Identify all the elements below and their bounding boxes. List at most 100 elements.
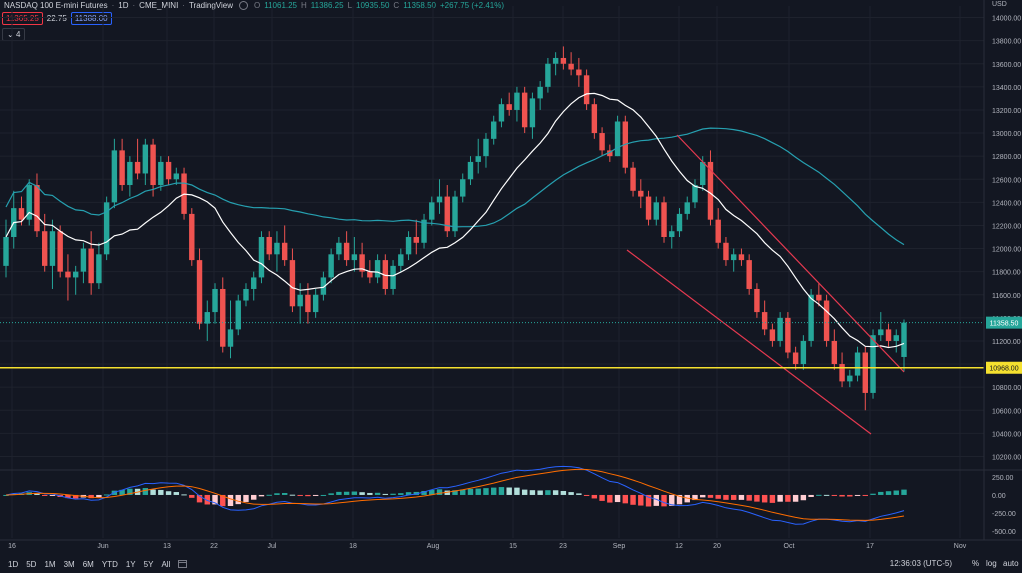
candle-body [521, 92, 528, 128]
currency-label[interactable]: USD [992, 1, 1007, 8]
macd-hist-bar [506, 487, 512, 495]
macd-hist-bar [854, 494, 861, 496]
macd-hist-bar [251, 494, 257, 500]
price-tick-label: 12400.00 [992, 200, 1021, 207]
macd-hist-bar [521, 489, 528, 495]
candle-body [754, 288, 760, 313]
candle-body [862, 352, 869, 393]
candle-body [243, 288, 249, 301]
macd-hist-bar [41, 494, 48, 496]
macd-hist-bar [684, 494, 690, 503]
macd-hist-bar [111, 490, 118, 495]
macd-hist-bar [258, 494, 265, 497]
candle-body [800, 340, 807, 365]
macd-hist-bar [413, 491, 420, 495]
candle-body [429, 202, 435, 220]
candle-body [88, 248, 94, 284]
macd-hist-bar [831, 494, 838, 496]
timeframe-1d[interactable]: 1D [8, 560, 19, 569]
macd-hist-bar [885, 491, 892, 495]
candle-body [18, 208, 25, 220]
calendar-icon[interactable] [178, 559, 188, 570]
interval-label[interactable]: 1D [118, 1, 129, 10]
timeframe-5y[interactable]: 5Y [143, 560, 154, 569]
time-tick-label: 15 [509, 543, 517, 550]
macd-hist-bar [398, 493, 404, 495]
macd-tick-label: -250.00 [992, 511, 1016, 518]
macd-hist-bar [638, 494, 644, 506]
candle-body [359, 254, 365, 272]
symbol-title[interactable]: NASDAQ 100 E-mini Futures [4, 1, 108, 10]
macd-hist-bar [343, 491, 350, 495]
timeframe-all[interactable]: All [161, 560, 171, 569]
candle-body [343, 242, 350, 261]
candle-body [220, 288, 226, 347]
macd-hist-bar [274, 493, 280, 495]
macd-hist-bar [591, 494, 598, 499]
timeframe-6m[interactable]: 6M [82, 560, 94, 569]
timeframe-1y[interactable]: 1Y [125, 560, 136, 569]
candle-body [96, 254, 102, 284]
macd-hist-bar [243, 494, 249, 502]
candle-body [831, 340, 838, 365]
candle-body [669, 231, 675, 237]
candle-body [165, 161, 172, 180]
candle-body [374, 260, 381, 278]
price-tick-label: 12800.00 [992, 154, 1021, 161]
timeframe-5d[interactable]: 5D [26, 560, 37, 569]
timeframe-3m[interactable]: 3M [63, 560, 75, 569]
macd-hist-bar [390, 493, 396, 495]
macd-hist-bar [490, 487, 497, 495]
log-toggle[interactable]: log [986, 559, 997, 568]
clock-label[interactable]: 12:36:03 (UTC-5) [889, 559, 952, 568]
macd-hist-bar [800, 494, 807, 501]
macd-hist-bar [715, 494, 721, 499]
ma-fast-line [5, 92, 905, 349]
macd-hist-bar [173, 492, 180, 495]
candle-body [281, 242, 288, 261]
buy-button[interactable]: 11388.00 [70, 12, 112, 25]
timeframe-ytd[interactable]: YTD [101, 560, 118, 569]
candle-body [49, 231, 56, 266]
macd-hist-bar [661, 494, 667, 507]
percent-toggle[interactable]: % [972, 559, 980, 568]
price-tick-label: 13600.00 [992, 62, 1021, 69]
sell-button[interactable]: 11365.25 [2, 12, 43, 25]
candle-body [475, 156, 481, 162]
candle-body [854, 352, 861, 376]
hline-price-label: 10968.00 [989, 366, 1018, 373]
timeframe-1m[interactable]: 1M [44, 560, 56, 569]
candle-body [893, 335, 899, 341]
candle-body [529, 98, 536, 128]
candle-body [173, 173, 180, 180]
candle-body [607, 150, 613, 157]
macd-hist-bar [630, 494, 636, 505]
price-chart[interactable]: 250.00 0.00 -250.00 -500.00 14000.00 13800.0… [0, 0, 1022, 556]
low-key: L [347, 1, 353, 10]
candle-body [684, 202, 690, 214]
macd-hist-bar [34, 493, 40, 495]
candle-body [452, 196, 458, 232]
candle-body [653, 202, 659, 220]
macd-hist-bar [730, 494, 737, 500]
chevron-down-icon: ⌄ [7, 30, 14, 39]
candle-body [41, 231, 48, 266]
bottom-toolbar: 1D 5D 1M 3M 6M YTD 1Y 5Y All [0, 556, 1022, 573]
candle-body [367, 271, 373, 278]
price-tick-label: 11600.00 [992, 293, 1021, 300]
last-price-label: 11358.50 [990, 321, 1019, 328]
open-value: 11061.25 [264, 1, 298, 10]
macd-hist-bar [607, 494, 613, 503]
macd-hist-bar [645, 494, 652, 507]
macd-hist-bar [305, 494, 311, 497]
candle-body [885, 329, 892, 341]
auto-toggle[interactable]: auto [1003, 559, 1019, 568]
channel-upper-line [676, 134, 905, 373]
macd-hist-bar [614, 494, 621, 503]
macd-hist-bar [816, 494, 822, 496]
candle-body [847, 375, 853, 382]
exchange-label: CME_MINI [139, 1, 179, 10]
macd-hist-bar [692, 494, 698, 501]
candle-body [878, 329, 884, 336]
candle-body [382, 260, 389, 289]
